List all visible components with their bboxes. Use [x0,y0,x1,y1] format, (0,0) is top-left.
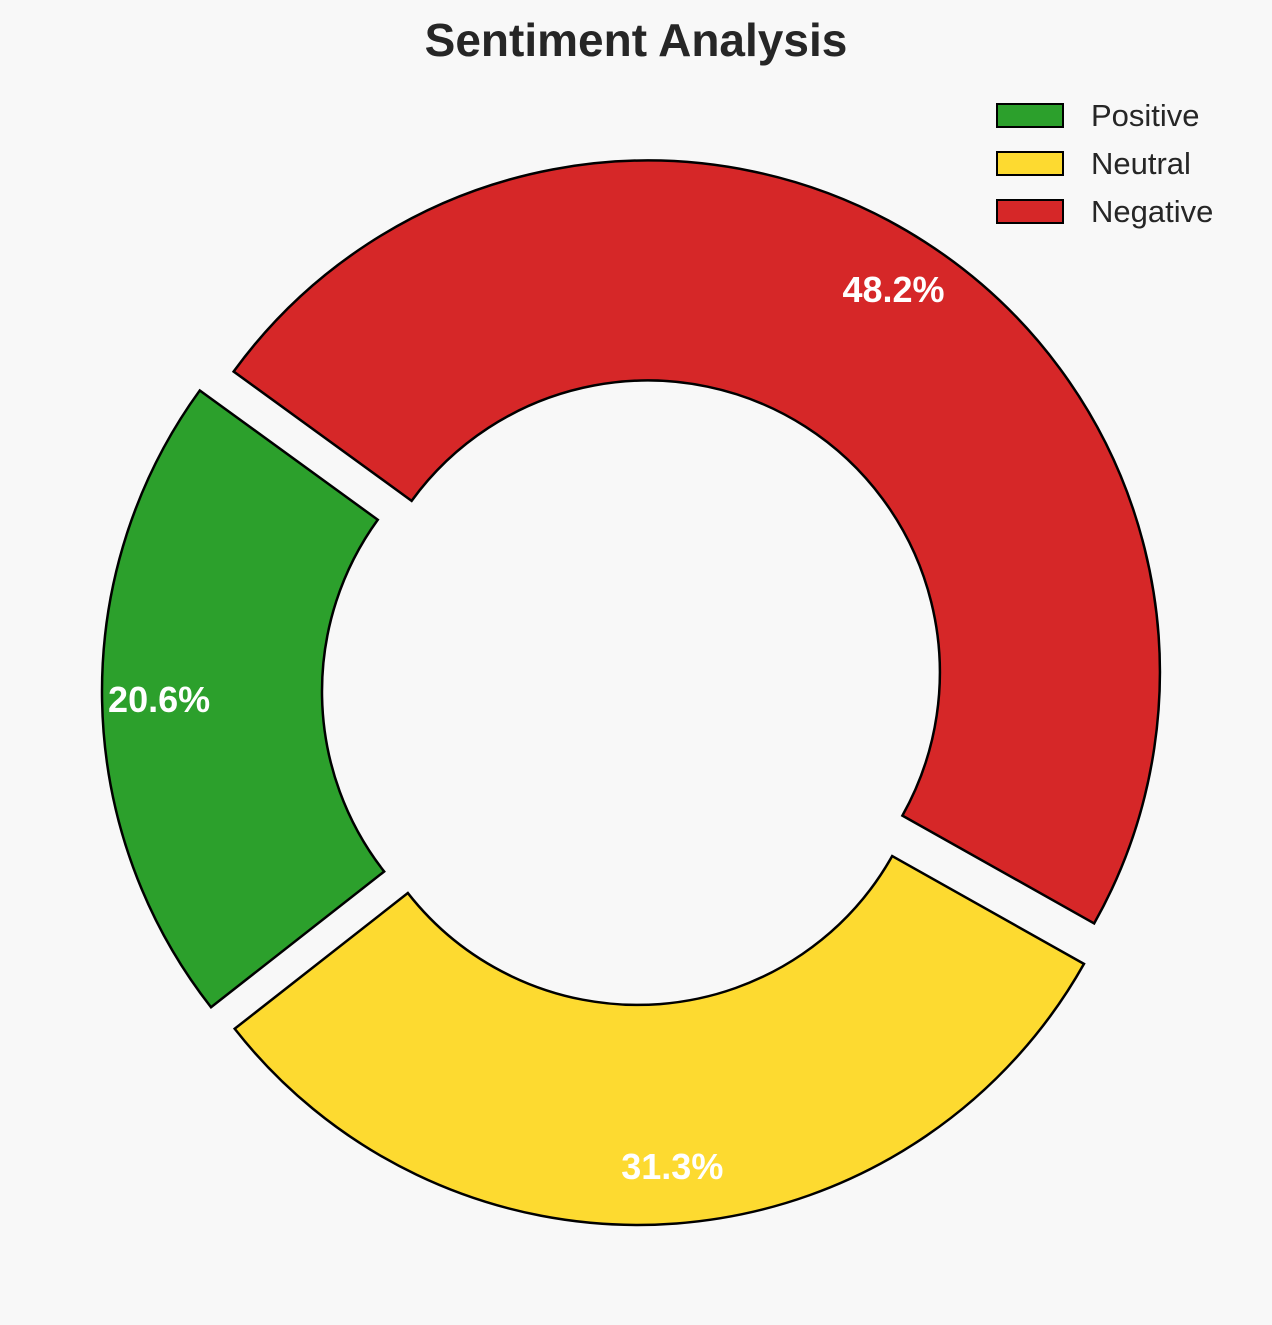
legend: Positive Neutral Negative [996,98,1213,229]
legend-label-neutral: Neutral [1091,146,1191,181]
legend-swatch-positive [996,103,1064,128]
slice-negative [231,159,1162,926]
legend-swatch-neutral [996,151,1064,176]
donut-slices [100,159,1162,1227]
legend-swatch-negative [996,199,1064,224]
slice-label-positive: 20.6% [108,679,210,720]
chart-title: Sentiment Analysis [425,14,848,66]
slice-label-negative: 48.2% [842,269,944,310]
slice-label-neutral: 31.3% [621,1146,723,1187]
slice-positive [100,388,386,1009]
legend-label-positive: Positive [1091,98,1200,133]
legend-label-negative: Negative [1091,194,1213,229]
slice-labels: 20.6% 31.3% 48.2% [108,269,944,1187]
slice-neutral [232,854,1086,1227]
